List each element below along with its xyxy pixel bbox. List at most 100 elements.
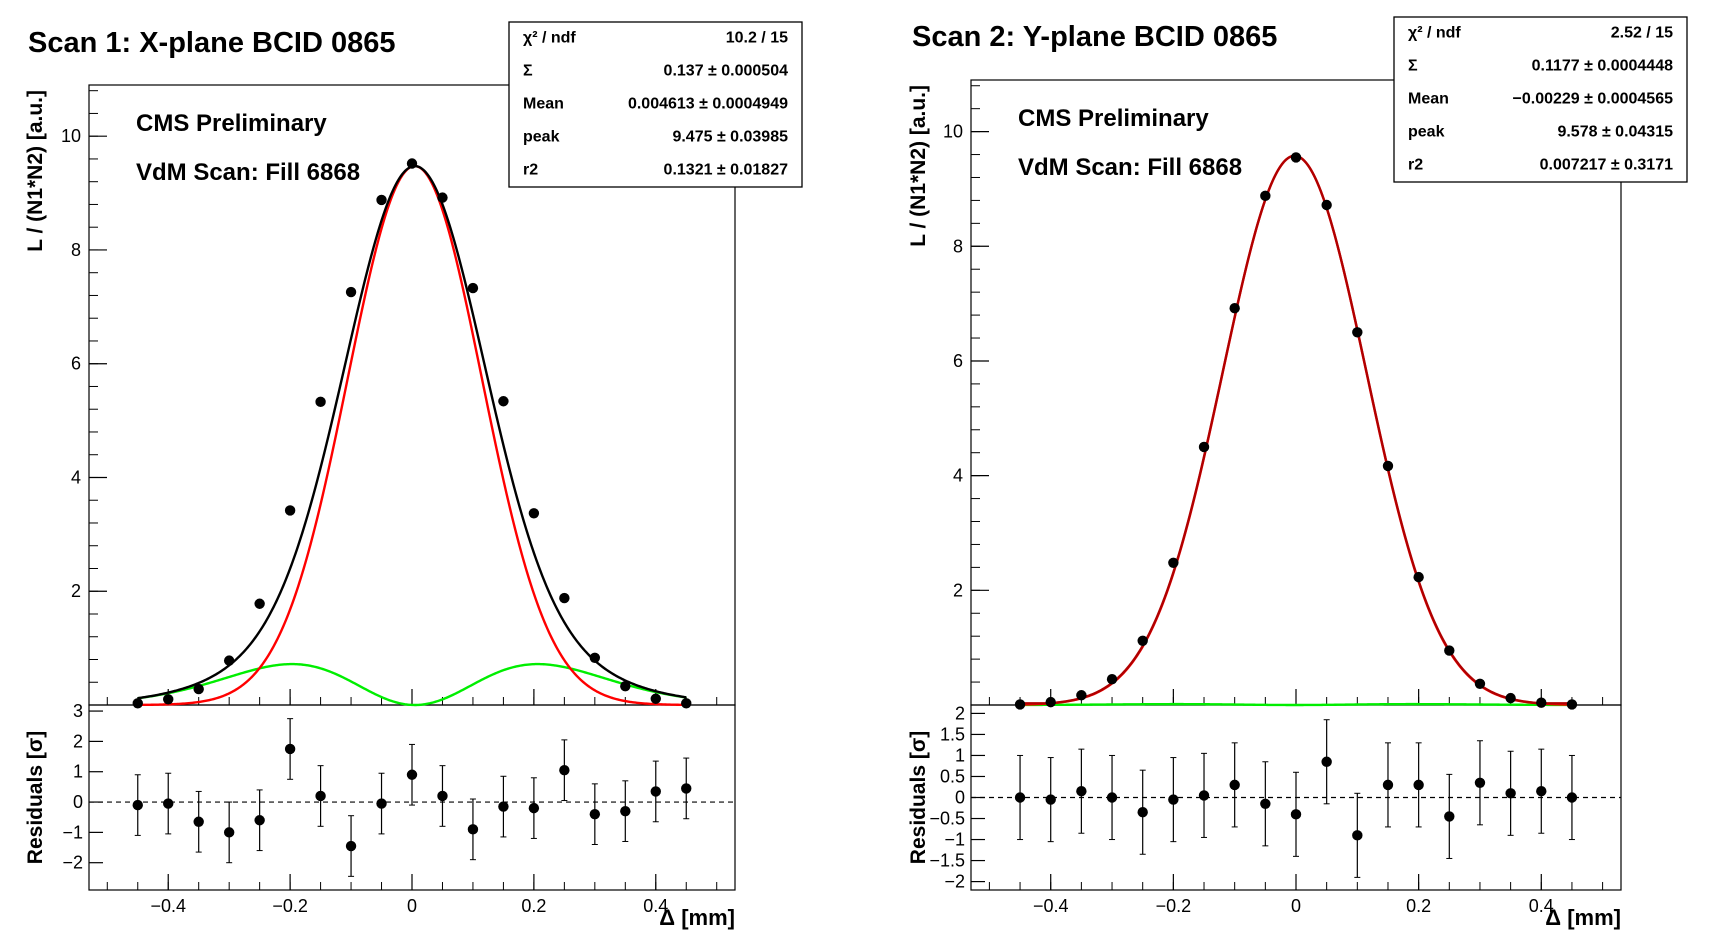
residual-point [1290,809,1302,820]
residual-point [193,816,204,827]
data-point [620,681,631,692]
stats-value: 0.1177 ± 0.0004448 [1532,57,1673,74]
data-point [589,652,601,663]
annotation-cms: CMS Preliminary [1018,105,1209,132]
residual-y-tick-label: 1.5 [940,724,965,744]
stats-box [508,21,803,188]
x-axis-label: Δ [mm] [659,905,735,930]
residual-point [620,805,631,817]
y-axis-label: L / (N1*N2) [a.u.] [24,90,47,252]
data-point [559,592,570,604]
residual-axis-label: Residuals [σ] [24,731,47,864]
residual-point [254,815,265,826]
residual-point [1045,794,1056,805]
annotation-vdm: VdM Scan: Fill 6868 [1018,154,1242,181]
data-point [284,505,296,516]
stats-label: χ² / ndf [1408,24,1461,41]
stats-label: χ² / ndf [523,29,576,46]
x-tick-label: −0.4 [1033,896,1069,916]
residual-point [1444,811,1455,822]
stats-value: 0.137 ± 0.000504 [664,62,789,79]
x-tick-label: 0.2 [1406,896,1431,916]
residual-y-tick-label: −1 [62,822,83,842]
residual-point [1566,792,1578,803]
stats-label: r2 [1408,156,1423,173]
residual-y-tick-label: −2 [62,853,83,873]
residual-point [1260,798,1271,810]
residual-point [345,840,357,852]
data-point [376,194,387,206]
residual-point [498,801,509,812]
residual-y-tick-label: 0 [73,792,83,812]
data-point [1076,690,1087,701]
x-tick-label: −0.2 [272,896,308,916]
residual-point [1352,830,1363,841]
stats-value: 0.007217 ± 0.3171 [1540,156,1673,173]
y-tick-label: 4 [71,467,81,487]
residual-y-tick-label: 3 [73,701,83,721]
residual-y-tick-label: −1 [944,830,965,850]
chart-panel-2: Scan 2: Y-plane BCID 0865 CMS Preliminary… [907,16,1688,930]
fit-total-curve [1020,154,1572,705]
stats-value: 10.2 / 15 [726,29,788,46]
residual-point [1137,807,1148,818]
data-point [132,698,143,709]
y-tick-label: 6 [71,354,81,374]
data-point [437,192,448,203]
residual-y-tick-label: 1 [73,762,83,782]
data-point [1444,645,1455,656]
residual-y-tick-label: 2 [73,731,83,751]
residual-point [681,783,692,794]
stats-value: 0.004613 ± 0.0004949 [628,95,788,112]
residual-point [437,790,448,802]
data-point [406,158,418,169]
stats-label: Mean [523,95,564,112]
residual-y-tick-label: −1.5 [929,851,965,871]
residual-y-tick-label: 2 [955,703,965,723]
x-tick-label: 0 [407,896,417,916]
stats-label: peak [523,128,560,145]
x-tick-label: 0.4 [1529,896,1554,916]
residual-point [223,827,235,838]
residual-point [1536,785,1547,797]
annotation-cms: CMS Preliminary [136,110,327,137]
residual-point [284,743,296,755]
stats-value: 9.475 ± 0.03985 [672,128,788,145]
data-point [1168,557,1179,568]
data-point [1352,327,1363,338]
data-point [1137,635,1148,646]
data-point [1321,199,1332,211]
y-tick-label: 4 [953,466,963,486]
y-tick-label: 10 [943,122,963,142]
x-axis-label: Δ [mm] [1545,905,1621,930]
data-point [498,396,509,407]
x-tick-label: 0.2 [521,896,546,916]
stats-label: peak [1408,123,1445,140]
stats-label: r2 [523,161,538,178]
data-point [1382,460,1394,472]
fit-primary-component [1020,154,1572,706]
residual-point [1168,794,1179,805]
y-tick-label: 2 [953,580,963,600]
fit-secondary-component [1020,702,1572,707]
stats-value: 0.1321 ± 0.01827 [664,161,789,178]
residual-y-tick-label: −0.5 [929,809,965,829]
y-tick-label: 6 [953,351,963,371]
y-tick-label: 2 [71,581,81,601]
residual-point [1505,788,1516,799]
residual-point [406,769,418,780]
residual-axis-label: Residuals [σ] [907,731,930,864]
residual-point [1014,792,1026,803]
data-point [1290,152,1302,163]
chart-title: Scan 2: Y-plane BCID 0865 [912,21,1277,53]
x-tick-label: 0.4 [643,896,668,916]
data-point [1229,303,1240,314]
data-point [1045,696,1056,708]
data-point [467,282,479,294]
stats-label: Σ [1408,57,1418,74]
data-point [1198,441,1210,453]
residual-point [1413,779,1424,791]
chart-title: Scan 1: X-plane BCID 0865 [28,27,395,59]
data-point [650,693,661,704]
